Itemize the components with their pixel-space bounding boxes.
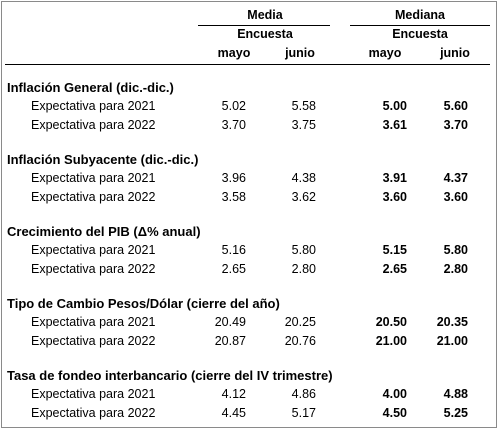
row-label: Expectativa para 2021 bbox=[31, 315, 156, 329]
media-junio-value: 3.75 bbox=[291, 118, 316, 132]
mediana-mayo-value: 3.61 bbox=[382, 118, 407, 132]
media-junio-value: 4.86 bbox=[291, 387, 316, 401]
mediana-mayo-value: 3.91 bbox=[382, 171, 407, 185]
mediana-mayo-value: 3.60 bbox=[382, 190, 407, 204]
media-mayo-value: 4.45 bbox=[221, 406, 246, 420]
month-media-mayo: mayo bbox=[217, 46, 251, 60]
month-mediana-junio: junio bbox=[440, 46, 470, 60]
media-junio-value: 3.62 bbox=[291, 190, 316, 204]
month-mediana-mayo: mayo bbox=[368, 46, 402, 60]
mediana-junio-value: 4.37 bbox=[443, 171, 468, 185]
media-junio-value: 20.25 bbox=[284, 315, 316, 329]
media-mayo-value: 4.12 bbox=[221, 387, 246, 401]
row-label: Expectativa para 2022 bbox=[31, 406, 156, 420]
media-mayo-value: 5.02 bbox=[221, 99, 246, 113]
encuesta-mediana-label: Encuesta bbox=[392, 27, 448, 41]
header-bottom-rule bbox=[5, 64, 490, 65]
media-mayo-value: 3.70 bbox=[221, 118, 246, 132]
media-junio-value: 20.76 bbox=[284, 334, 316, 348]
section-title: Inflación Subyacente (dic.-dic.) bbox=[7, 152, 199, 167]
mediana-mayo-value: 20.50 bbox=[375, 315, 407, 329]
row-label: Expectativa para 2021 bbox=[31, 171, 156, 185]
row-label: Expectativa para 2021 bbox=[31, 243, 156, 257]
row-label: Expectativa para 2022 bbox=[31, 334, 156, 348]
media-mayo-value: 20.49 bbox=[214, 315, 246, 329]
mediana-mayo-value: 21.00 bbox=[375, 334, 407, 348]
media-junio-value: 4.38 bbox=[291, 171, 316, 185]
mediana-header: Mediana bbox=[394, 8, 445, 22]
section-title: Inflación General (dic.-dic.) bbox=[7, 80, 174, 95]
mediana-mayo-value: 5.15 bbox=[382, 243, 407, 257]
mediana-junio-value: 2.80 bbox=[443, 262, 468, 276]
row-label: Expectativa para 2022 bbox=[31, 118, 156, 132]
mediana-mayo-value: 4.50 bbox=[382, 406, 407, 420]
media-junio-value: 5.58 bbox=[291, 99, 316, 113]
section-title: Crecimiento del PIB (Δ% anual) bbox=[7, 224, 201, 239]
section-title: Tipo de Cambio Pesos/Dólar (cierre del a… bbox=[7, 296, 280, 311]
encuesta-media-label: Encuesta bbox=[237, 27, 293, 41]
media-junio-value: 5.17 bbox=[291, 406, 316, 420]
media-junio-value: 5.80 bbox=[291, 243, 316, 257]
row-label: Expectativa para 2021 bbox=[31, 387, 156, 401]
media-mayo-value: 5.16 bbox=[221, 243, 246, 257]
row-label: Expectativa para 2022 bbox=[31, 262, 156, 276]
media-junio-value: 2.80 bbox=[291, 262, 316, 276]
header-divider-media bbox=[198, 25, 330, 26]
mediana-junio-value: 5.80 bbox=[443, 243, 468, 257]
row-label: Expectativa para 2021 bbox=[31, 99, 156, 113]
mediana-junio-value: 3.70 bbox=[443, 118, 468, 132]
mediana-junio-value: 21.00 bbox=[436, 334, 468, 348]
media-mayo-value: 2.65 bbox=[221, 262, 246, 276]
media-mayo-value: 3.96 bbox=[221, 171, 246, 185]
media-mayo-value: 20.87 bbox=[214, 334, 246, 348]
mediana-junio-value: 5.25 bbox=[443, 406, 468, 420]
media-header: Media bbox=[247, 8, 283, 22]
month-media-junio: junio bbox=[285, 46, 315, 60]
mediana-mayo-value: 4.00 bbox=[382, 387, 407, 401]
media-mayo-value: 3.58 bbox=[221, 190, 246, 204]
mediana-junio-value: 5.60 bbox=[443, 99, 468, 113]
section-title: Tasa de fondeo interbancario (cierre del… bbox=[7, 368, 333, 383]
mediana-junio-value: 20.35 bbox=[436, 315, 468, 329]
header-divider-mediana bbox=[350, 25, 490, 26]
mediana-junio-value: 3.60 bbox=[443, 190, 468, 204]
mediana-mayo-value: 5.00 bbox=[382, 99, 407, 113]
row-label: Expectativa para 2022 bbox=[31, 190, 156, 204]
mediana-mayo-value: 2.65 bbox=[382, 262, 407, 276]
mediana-junio-value: 4.88 bbox=[443, 387, 468, 401]
